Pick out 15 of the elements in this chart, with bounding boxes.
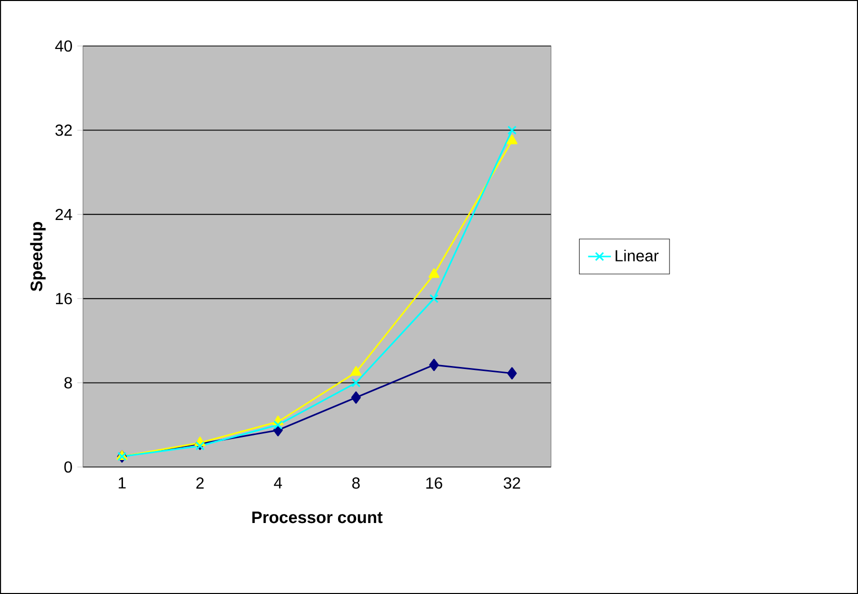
y-tick-label: 8 [64, 377, 72, 388]
x-tick-label: 8 [352, 477, 360, 489]
y-tick-label: 0 [64, 461, 72, 473]
y-tick-label: 40 [55, 40, 72, 52]
x-tick-label: 2 [196, 477, 204, 489]
x-tick-label: 16 [426, 477, 442, 489]
y-tick-label: 24 [56, 208, 72, 220]
x-tick-label: 32 [504, 477, 520, 489]
y-tick-label: 32 [55, 124, 72, 136]
legend-label: Linear [616, 250, 659, 262]
x-tick-label: 4 [274, 477, 282, 488]
y-axis-title: Speedup [30, 222, 46, 292]
x-axis-title: Processor count [252, 512, 383, 524]
y-tick-label: 16 [56, 292, 72, 304]
x-tick-label: 1 [118, 477, 126, 488]
